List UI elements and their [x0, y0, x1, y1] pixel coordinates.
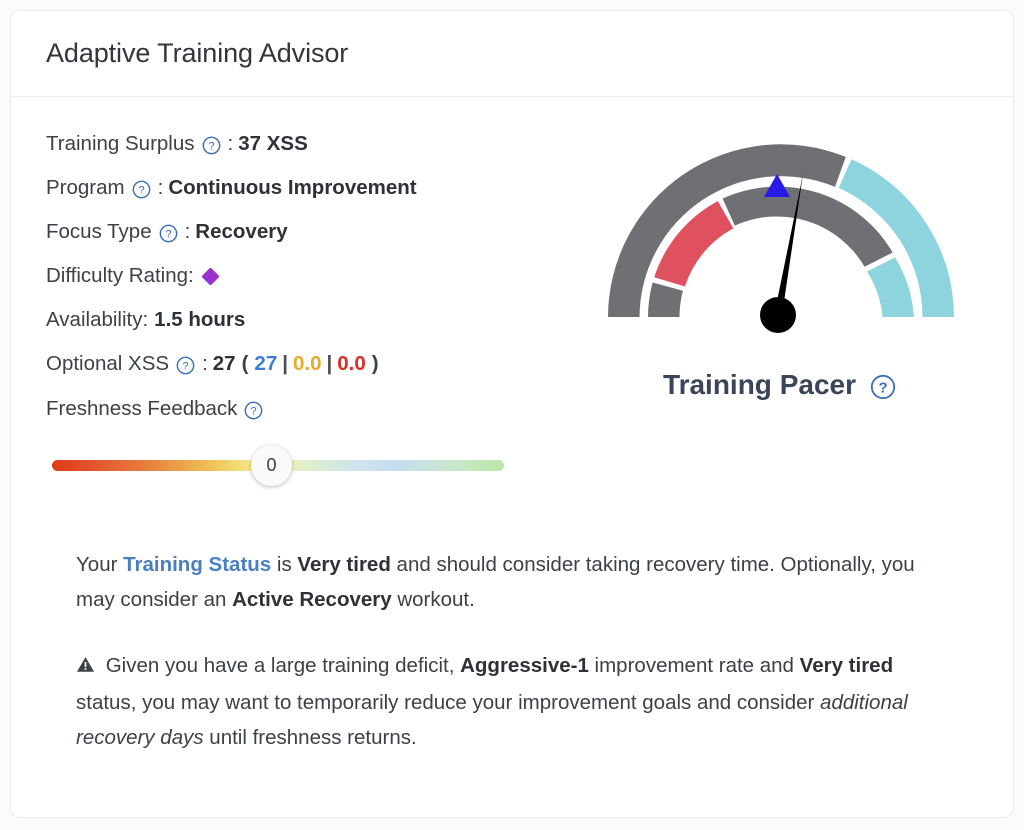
- gauge-title-row: Training Pacer ?: [586, 369, 976, 401]
- narrative-p2-t3: status, you may want to temporarily redu…: [76, 690, 821, 714]
- narrative-p1-status: Very tired: [297, 553, 391, 576]
- program-value: Continuous Improvement: [168, 176, 417, 199]
- gauge-target-marker-icon: [764, 174, 790, 197]
- freshness-label-row: Freshness Feedback ?: [46, 397, 516, 421]
- focus-type-value: Recovery: [195, 220, 288, 243]
- gauge-outer-arc-gray: [608, 144, 846, 317]
- narrative-p2-rate: Aggressive-1: [460, 653, 589, 677]
- training-surplus-label: Training Surplus: [46, 132, 195, 155]
- difficulty-rating-label: Difficulty Rating:: [46, 264, 194, 287]
- optional-xss-orange-value: 0.0: [292, 352, 322, 375]
- optional-xss-open-paren: (: [241, 352, 249, 375]
- freshness-feedback-section: Freshness Feedback ? 0: [46, 397, 516, 486]
- optional-xss-red-value: 0.0: [337, 352, 366, 375]
- gauge-outer-arc-cyan: [838, 159, 954, 317]
- optional-xss-colon: :: [202, 352, 208, 375]
- gauge-inner-arc-gray-right: [722, 186, 893, 267]
- optional-xss-blue-value: 27: [254, 352, 278, 375]
- svg-text:?: ?: [165, 228, 171, 240]
- freshness-slider[interactable]: 0: [46, 445, 506, 486]
- svg-text:?: ?: [138, 184, 144, 196]
- optional-xss-label: Optional XSS: [46, 352, 170, 375]
- optional-xss-help-icon[interactable]: ?: [176, 356, 195, 375]
- metric-row-availability: Availability: 1.5 hours: [46, 298, 606, 342]
- freshness-slider-handle[interactable]: 0: [251, 445, 292, 486]
- narrative-p1-t2: is: [271, 553, 298, 576]
- training-status-link[interactable]: Training Status: [123, 553, 272, 576]
- training-surplus-colon: :: [227, 132, 234, 155]
- focus-type-label: Focus Type: [46, 220, 152, 243]
- svg-text:?: ?: [878, 380, 887, 397]
- svg-text:?: ?: [208, 140, 214, 152]
- gauge-help-icon[interactable]: ?: [870, 374, 896, 400]
- narrative-p1-workout-type: Active Recovery: [232, 588, 392, 612]
- advisor-card: Adaptive Training Advisor Training Surpl…: [10, 10, 1014, 818]
- narrative-p2-t1: Given you have a large training deficit,: [100, 653, 461, 677]
- gauge-inner-arc-gray-left: [648, 282, 683, 317]
- svg-text:?: ?: [183, 360, 189, 372]
- narrative-p2-recommendation: additional recovery days: [76, 690, 908, 749]
- gauge-hub: [760, 297, 796, 333]
- freshness-label: Freshness Feedback: [46, 397, 238, 420]
- program-label: Program: [46, 176, 125, 199]
- program-help-icon[interactable]: ?: [132, 180, 151, 199]
- metric-row-difficulty-rating: Difficulty Rating:: [46, 254, 606, 298]
- svg-text:?: ?: [251, 405, 257, 417]
- narrative-p1-t4: workout.: [391, 588, 475, 612]
- card-header: Adaptive Training Advisor: [11, 11, 1013, 97]
- metric-row-focus-type: Focus Type ? : Recovery: [46, 210, 606, 254]
- advisor-narrative: Your Training Status is Very tired and s…: [76, 547, 956, 755]
- narrative-p2-t4: until freshness returns.: [203, 726, 417, 749]
- narrative-paragraph-warning: Given you have a large training deficit,…: [76, 648, 956, 756]
- narrative-p2-t2: improvement rate and: [588, 653, 800, 677]
- optional-xss-total: 27: [212, 352, 236, 375]
- narrative-p1-t3: and should consider taking recovery time…: [76, 553, 915, 612]
- narrative-p2-status: Very tired: [799, 653, 894, 677]
- gauge-inner-arc-cyan: [867, 257, 914, 317]
- gauge-needle: [774, 174, 803, 316]
- page-title: Adaptive Training Advisor: [46, 38, 349, 68]
- optional-xss-close-paren: ): [371, 352, 379, 375]
- training-surplus-help-icon[interactable]: ?: [202, 136, 221, 155]
- narrative-paragraph-status: Your Training Status is Very tired and s…: [76, 547, 956, 618]
- gauge-svg: [608, 144, 954, 333]
- optional-xss-pipe-2: |: [326, 352, 333, 375]
- optional-xss-pipe-1: |: [282, 352, 288, 375]
- gauge-inner-arc-red: [654, 201, 734, 287]
- warning-triangle-icon: [76, 650, 95, 685]
- metric-row-training-surplus: Training Surplus ? : 37 XSS: [46, 122, 606, 166]
- availability-label: Availability:: [46, 308, 149, 331]
- training-pacer-gauge: [586, 112, 976, 372]
- freshness-help-icon[interactable]: ?: [244, 401, 263, 420]
- focus-type-colon: :: [184, 220, 191, 243]
- metrics-list: Training Surplus ? : 37 XSS Program: [46, 122, 606, 386]
- focus-type-help-icon[interactable]: ?: [159, 224, 178, 243]
- card-body: Training Surplus ? : 37 XSS Program: [11, 97, 1013, 817]
- narrative-p1-t1: Your: [76, 553, 124, 576]
- gauge-title: Training Pacer: [663, 369, 856, 400]
- metric-row-optional-xss: Optional XSS ? : 27 ( 27 | 0.0: [46, 342, 606, 386]
- training-surplus-value: 37 XSS: [238, 132, 308, 155]
- diamond-icon: [201, 266, 220, 286]
- availability-value: 1.5 hours: [154, 308, 246, 331]
- program-colon: :: [157, 176, 164, 199]
- metric-row-program: Program ? : Continuous Improvement: [46, 166, 606, 210]
